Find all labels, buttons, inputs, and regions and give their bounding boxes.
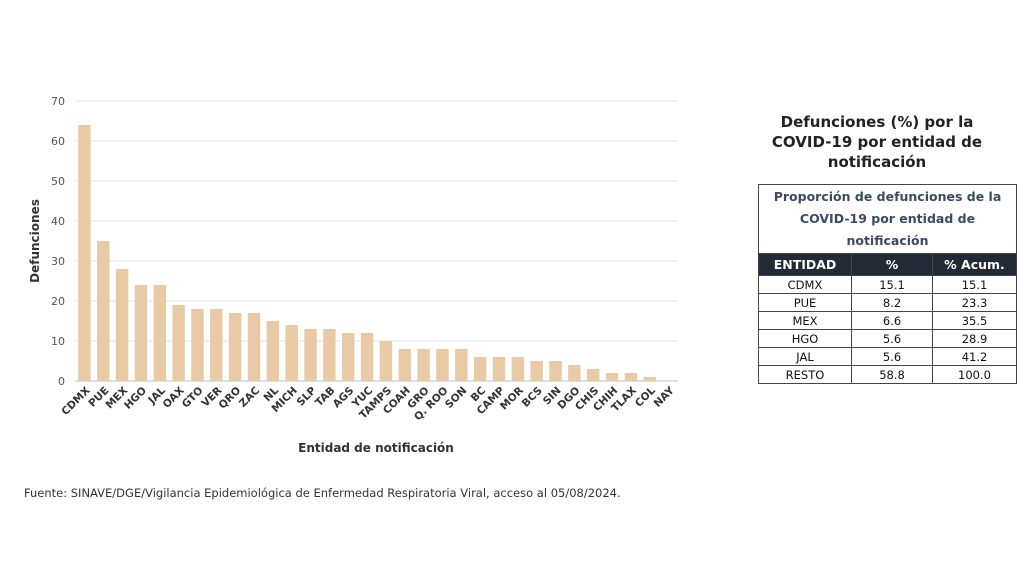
cell-percent: 58.8 xyxy=(851,365,933,384)
bar-q-roo xyxy=(436,349,449,381)
bar-oax xyxy=(172,305,185,381)
column-header-entidad: ENTIDAD xyxy=(758,253,852,276)
table-row: PUE 8.2 23.3 xyxy=(758,293,1017,312)
bar-gro xyxy=(417,349,430,381)
cell-entidad: MEX xyxy=(758,311,852,330)
bar-tlax xyxy=(624,373,638,381)
x-tick-label: SON xyxy=(443,385,469,411)
y-tick-label: 70 xyxy=(51,95,65,108)
y-tick-label: 10 xyxy=(51,335,65,348)
bar-tamps xyxy=(379,341,393,381)
bar-ver xyxy=(210,309,223,381)
bar-chis xyxy=(586,369,600,381)
table-row: RESTO 58.8 100.0 xyxy=(758,365,1017,384)
bar-sin xyxy=(549,361,562,381)
cell-percent: 6.6 xyxy=(851,311,933,330)
cell-entidad: PUE xyxy=(758,293,852,312)
cell-percent: 8.2 xyxy=(851,293,933,312)
bar-dgo xyxy=(568,365,581,381)
bar-jal xyxy=(153,285,167,381)
x-tick-label: HGO xyxy=(122,385,149,412)
bar-col xyxy=(643,377,656,381)
y-axis-ticks: 0 10 20 30 40 50 60 70 xyxy=(51,95,65,388)
x-tick-label: COL xyxy=(633,384,658,409)
bar-bcs xyxy=(530,361,543,381)
bar-tab xyxy=(323,329,336,381)
cell-cumulative: 35.5 xyxy=(932,311,1017,330)
cell-cumulative: 100.0 xyxy=(932,365,1017,384)
bar-chih xyxy=(605,373,619,381)
cell-cumulative: 15.1 xyxy=(932,275,1017,294)
column-header-percent: % xyxy=(851,253,933,276)
cell-percent: 15.1 xyxy=(851,275,933,294)
x-axis-title: Entidad de notificación xyxy=(298,441,454,455)
bar-son xyxy=(455,349,468,381)
x-tick-label: ZAC xyxy=(237,384,262,409)
table-caption: Proporción de defunciones de la COVID-19… xyxy=(758,184,1017,254)
bar-yuc xyxy=(360,333,374,381)
bar-mex xyxy=(115,269,129,381)
y-tick-label: 20 xyxy=(51,295,65,308)
proportion-table: Proporción de defunciones de la COVID-19… xyxy=(758,184,1017,384)
bar-cdmx xyxy=(78,125,91,381)
bar-chart: 0 10 20 30 40 50 60 70 CDMXPUEMEXHGOJALOAXGTOVE… xyxy=(28,95,678,455)
cell-percent: 5.6 xyxy=(851,347,933,366)
cell-entidad: RESTO xyxy=(758,365,852,384)
bar-ags xyxy=(342,333,355,381)
y-tick-label: 60 xyxy=(51,135,65,148)
x-tick-label: NAY xyxy=(652,384,677,409)
cell-cumulative: 41.2 xyxy=(932,347,1017,366)
cell-entidad: HGO xyxy=(758,329,852,348)
y-tick-label: 50 xyxy=(51,175,65,188)
bar-gto xyxy=(191,309,204,381)
table-row: MEX 6.6 35.5 xyxy=(758,311,1017,330)
table-row: HGO 5.6 28.9 xyxy=(758,329,1017,348)
bar-camp xyxy=(492,357,506,381)
bar-nl xyxy=(266,321,280,381)
bar-coah xyxy=(398,349,411,381)
bar-zac xyxy=(247,313,261,381)
side-panel-title: Defunciones (%) por la COVID-19 por enti… xyxy=(771,113,983,171)
bar-pue xyxy=(97,241,110,381)
bar-qro xyxy=(228,313,242,381)
source-footnote: Fuente: SINAVE/DGE/Vigilancia Epidemioló… xyxy=(24,486,621,500)
column-header-cumulative: % Acum. xyxy=(932,253,1017,276)
table-row: CDMX 15.1 15.1 xyxy=(758,275,1017,294)
cell-entidad: JAL xyxy=(758,347,852,366)
x-tick-label: BCS xyxy=(520,385,545,410)
table-row: JAL 5.6 41.2 xyxy=(758,347,1017,366)
bar-hgo xyxy=(134,285,148,381)
y-axis-title: Defunciones xyxy=(28,199,42,283)
bar-mor xyxy=(511,357,525,381)
x-tick-label: SLP xyxy=(295,384,319,408)
cell-percent: 5.6 xyxy=(851,329,933,348)
y-tick-label: 0 xyxy=(58,375,65,388)
bar-slp xyxy=(304,329,317,381)
bar-mich xyxy=(285,325,298,381)
y-tick-label: 30 xyxy=(51,255,65,268)
y-tick-label: 40 xyxy=(51,215,65,228)
cell-cumulative: 28.9 xyxy=(932,329,1017,348)
bar-bc xyxy=(473,357,487,381)
cell-entidad: CDMX xyxy=(758,275,852,294)
bars xyxy=(78,125,656,381)
cell-cumulative: 23.3 xyxy=(932,293,1017,312)
